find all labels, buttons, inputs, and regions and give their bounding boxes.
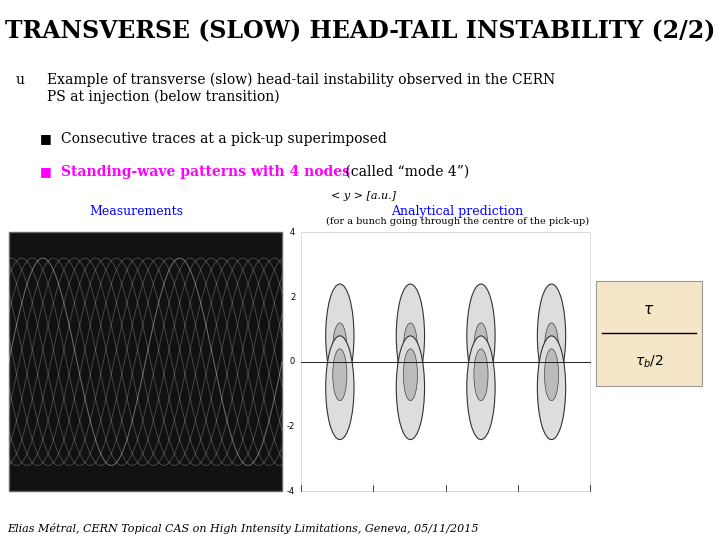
Text: 0: 0 — [290, 357, 295, 366]
Text: TRANSVERSE (SLOW) HEAD-TAIL INSTABILITY (2/2): TRANSVERSE (SLOW) HEAD-TAIL INSTABILITY … — [5, 19, 715, 43]
Text: ■: ■ — [40, 132, 51, 145]
Text: Example of transverse (slow) head-tail instability observed in the CERN
PS at in: Example of transverse (slow) head-tail i… — [47, 73, 555, 104]
Ellipse shape — [325, 336, 354, 440]
Ellipse shape — [325, 284, 354, 388]
Text: Analytical prediction: Analytical prediction — [391, 205, 523, 218]
Bar — [9, 232, 282, 491]
Ellipse shape — [467, 336, 495, 440]
Text: Standing-wave patterns with 4 nodes: Standing-wave patterns with 4 nodes — [61, 165, 350, 179]
Ellipse shape — [474, 349, 488, 401]
Text: Elias Métral, CERN Topical CAS on High Intensity Limitations, Geneva, 05/11/2015: Elias Métral, CERN Topical CAS on High I… — [7, 523, 479, 534]
Text: Measurements: Measurements — [90, 205, 184, 218]
Ellipse shape — [467, 284, 495, 388]
Text: 2: 2 — [290, 293, 295, 301]
Ellipse shape — [544, 349, 559, 401]
Text: -2: -2 — [287, 422, 295, 431]
Bar — [301, 232, 590, 491]
Bar — [596, 281, 702, 386]
Text: ■: ■ — [40, 165, 51, 178]
Ellipse shape — [403, 323, 418, 375]
Text: -4: -4 — [287, 487, 295, 496]
Text: 4: 4 — [290, 228, 295, 237]
Ellipse shape — [474, 323, 488, 375]
Text: Consecutive traces at a pick-up superimposed: Consecutive traces at a pick-up superimp… — [61, 132, 387, 146]
Ellipse shape — [544, 323, 559, 375]
Ellipse shape — [396, 284, 425, 388]
Ellipse shape — [333, 323, 347, 375]
Ellipse shape — [537, 336, 566, 440]
Text: $\tau$: $\tau$ — [644, 302, 654, 316]
Text: < y > [a.u.]: < y > [a.u.] — [331, 191, 396, 201]
Text: (called “mode 4”): (called “mode 4”) — [341, 165, 469, 179]
Ellipse shape — [396, 336, 425, 440]
Ellipse shape — [333, 349, 347, 401]
Text: $\tau_b/2$: $\tau_b/2$ — [635, 353, 663, 370]
Ellipse shape — [537, 284, 566, 388]
Text: u: u — [16, 73, 24, 87]
Ellipse shape — [403, 349, 418, 401]
Text: (for a bunch going through the centre of the pick-up): (for a bunch going through the centre of… — [325, 217, 589, 226]
